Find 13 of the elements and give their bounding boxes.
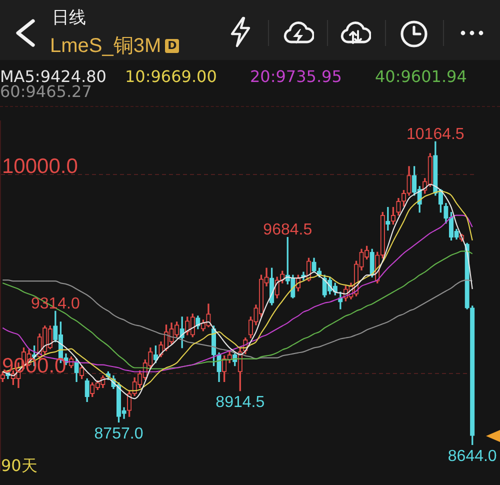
annotation: 10164.5 [406,126,464,144]
text: 20:9735.95 [250,67,343,86]
annotation: 8644.0 [448,448,497,466]
annotation: 8757.0 [94,426,144,443]
text: 10:9669.00 [125,67,218,86]
chart-title: 日线 [52,8,86,28]
annotation: 90天 [1,456,38,475]
annotation: 8914.5 [216,394,265,412]
text: 40:9601.94 [375,67,468,86]
annotation: 9684.5 [263,222,312,239]
chart-subtitle: LmeS_铜3M [50,34,162,58]
y-tick-label: 10000.0 [2,155,78,178]
badge: D [165,39,180,53]
